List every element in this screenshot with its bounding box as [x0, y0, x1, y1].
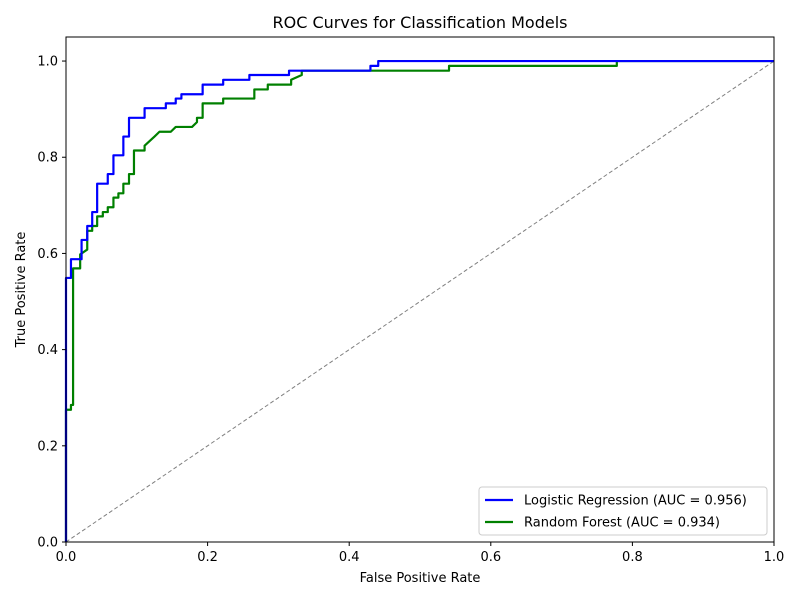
x-axis-label: False Positive Rate	[360, 571, 481, 586]
x-tick-label: 0.4	[339, 550, 360, 565]
series-layer	[64, 59, 775, 543]
y-axis-label: True Positive Rate	[14, 232, 29, 349]
plot-frame	[65, 36, 775, 543]
y-tick-label: 0.2	[37, 439, 58, 454]
x-ticks: 0.0 0.2 0.4 0.6 0.8 1.0	[56, 542, 785, 565]
y-tick-label: 0.8	[37, 151, 58, 166]
y-ticks: 0.0 0.2 0.4 0.6 0.8 1.0	[37, 55, 66, 551]
chart-title: ROC Curves for Classification Models	[272, 13, 567, 32]
axes-layer	[65, 36, 775, 543]
series-line-random-forest	[64, 59, 774, 542]
y-tick-label: 0.0	[37, 536, 58, 551]
x-tick-label: 0.2	[197, 550, 218, 565]
x-tick-label: 0.0	[56, 550, 77, 565]
y-tick-label: 0.6	[37, 247, 58, 262]
y-tick-label: 1.0	[37, 55, 58, 70]
legend: Logistic Regression (AUC = 0.956) Random…	[478, 486, 768, 536]
x-tick-label: 0.6	[480, 550, 501, 565]
x-tick-label: 0.8	[622, 550, 643, 565]
x-tick-label: 1.0	[764, 550, 785, 565]
y-tick-label: 0.4	[37, 343, 58, 358]
series-line-logistic-regression	[64, 59, 774, 542]
legend-label-logistic-regression: Logistic Regression (AUC = 0.956)	[524, 494, 747, 509]
legend-box	[478, 486, 768, 536]
legend-label-random-forest: Random Forest (AUC = 0.934)	[524, 516, 720, 531]
